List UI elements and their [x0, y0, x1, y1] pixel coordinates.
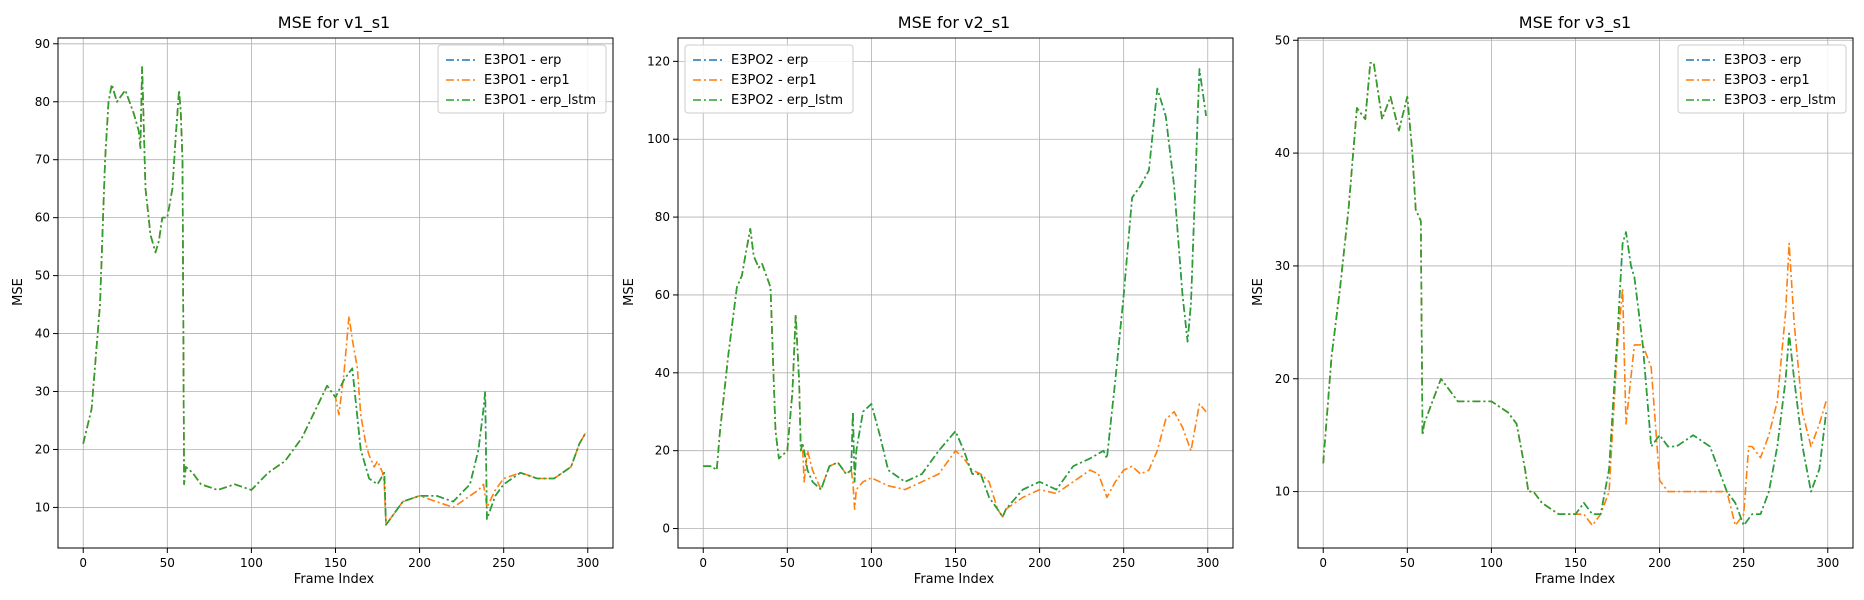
legend-label-erp1: E3PO3 - erp1 [1724, 73, 1810, 88]
legend: E3PO3 - erp E3PO3 - erp1 E3PO3 - erp_lstm [1677, 44, 1847, 114]
series-line-erp1 [82, 66, 587, 526]
x-tick-label: 300 [1196, 556, 1219, 570]
x-tick-label: 150 [324, 556, 347, 570]
x-tick-label: 200 [1648, 556, 1671, 570]
x-tick-label: 250 [1112, 556, 1135, 570]
x-tick-label: 250 [1732, 556, 1755, 570]
x-tick-label: 200 [408, 556, 431, 570]
chart-title: MSE for v2_s1 [898, 13, 1010, 33]
x-tick-label: 300 [576, 556, 599, 570]
legend: E3PO1 - erp E3PO1 - erp1 E3PO1 - erp_lstm [437, 44, 607, 114]
legend-box [437, 44, 607, 114]
legend-label-erp_lstm: E3PO2 - erp_lstm [731, 93, 843, 108]
y-tick-label: 20 [35, 442, 50, 456]
x-tick-label: 0 [1319, 556, 1327, 570]
y-axis-label: MSE [622, 278, 637, 306]
y-tick-label: 30 [1275, 259, 1290, 273]
y-axis-label: MSE [11, 278, 26, 306]
legend-label-erp_lstm: E3PO3 - erp_lstm [1724, 93, 1836, 108]
y-tick-label: 100 [647, 132, 670, 146]
subplot-v3-s1: MSE for v3_s1 Frame Index MSE 0 50 100 150 2… [1251, 13, 1854, 587]
chart-title: MSE for v3_s1 [1519, 13, 1631, 33]
series-line-erp_lstm [703, 68, 1207, 518]
legend-label-erp: E3PO2 - erp [731, 53, 808, 68]
x-tick-label: 100 [860, 556, 883, 570]
legend-label-erp: E3PO3 - erp [1724, 53, 1801, 68]
series-line-erp_lstm [82, 66, 587, 526]
y-tick-label: 10 [1275, 485, 1290, 499]
y-tick-label: 80 [35, 95, 50, 109]
series-line-erp1 [703, 228, 1207, 518]
x-tick-label: 50 [1400, 556, 1415, 570]
x-tick-label: 0 [79, 556, 87, 570]
x-tick-label: 150 [1564, 556, 1587, 570]
x-tick-label: 200 [1028, 556, 1051, 570]
legend-label-erp_lstm: E3PO1 - erp_lstm [484, 93, 596, 108]
x-axis-label: Frame Index [294, 572, 375, 587]
y-tick-label: 70 [35, 153, 50, 167]
x-tick-label: 50 [160, 556, 175, 570]
series-line-erp [703, 68, 1207, 518]
y-tick-label: 20 [655, 444, 670, 458]
x-tick-label: 0 [699, 556, 707, 570]
y-tick-label: 40 [35, 327, 50, 341]
x-axis-label: Frame Index [1535, 572, 1616, 587]
legend-label-erp1: E3PO2 - erp1 [731, 73, 817, 88]
x-tick-label: 300 [1816, 556, 1839, 570]
subplot-v2-s1: MSE for v2_s1 Frame Index MSE 0 50 100 150 2… [622, 13, 1234, 587]
y-tick-label: 40 [1275, 146, 1290, 160]
y-tick-label: 50 [35, 269, 50, 283]
x-tick-label: 100 [240, 556, 263, 570]
x-tick-label: 100 [1480, 556, 1503, 570]
x-tick-label: 150 [944, 556, 967, 570]
y-tick-label: 40 [655, 366, 670, 380]
series-line-erp1 [1322, 61, 1827, 527]
legend-box [684, 44, 854, 114]
x-axis-label: Frame Index [914, 572, 995, 587]
y-axis-label: MSE [1251, 278, 1266, 306]
y-tick-label: 50 [1275, 33, 1290, 47]
y-tick-label: 60 [35, 211, 50, 225]
x-tick-label: 250 [492, 556, 515, 570]
series-line-erp [1322, 61, 1827, 527]
x-tick-label: 50 [780, 556, 795, 570]
subplot-v1-s1: MSE for v1_s1 Frame Index MSE 0 50 100 150 2… [11, 13, 614, 587]
y-tick-label: 60 [655, 288, 670, 302]
y-tick-label: 30 [35, 385, 50, 399]
y-tick-label: 0 [662, 522, 670, 536]
y-tick-label: 20 [1275, 372, 1290, 386]
legend-label-erp1: E3PO1 - erp1 [484, 73, 570, 88]
legend: E3PO2 - erp E3PO2 - erp1 E3PO2 - erp_lstm [684, 44, 854, 114]
legend-box [1677, 44, 1847, 114]
y-tick-label: 120 [647, 54, 670, 68]
legend-label-erp: E3PO1 - erp [484, 53, 561, 68]
y-tick-label: 80 [655, 210, 670, 224]
series-line-erp [82, 66, 587, 526]
y-tick-label: 10 [35, 500, 50, 514]
chart-title: MSE for v1_s1 [278, 13, 390, 33]
y-tick-label: 90 [35, 37, 50, 51]
series-line-erp_lstm [1322, 61, 1827, 527]
